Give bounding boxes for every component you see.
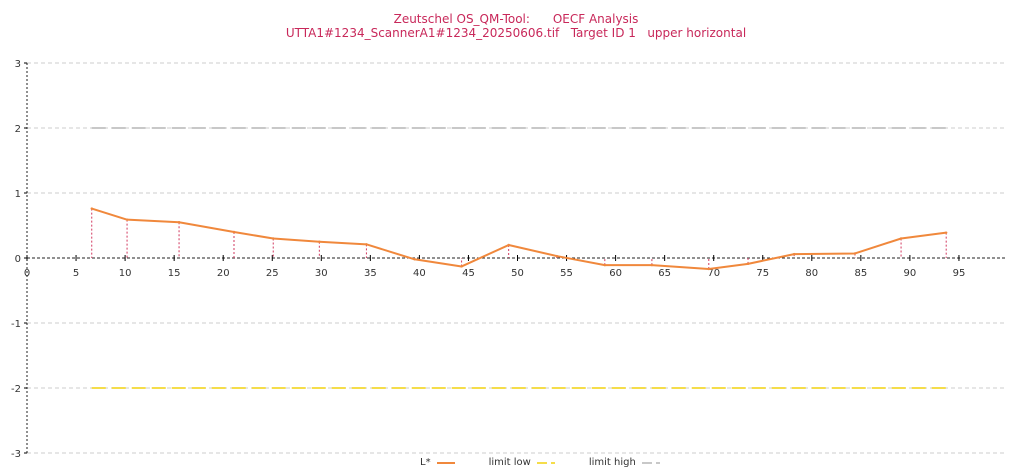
- legend-item-limit-high: limit high: [589, 457, 660, 468]
- x-tick-label-8: 40: [413, 268, 426, 279]
- legend-label-lstar: L*: [420, 457, 431, 468]
- data-point-7: [413, 258, 416, 261]
- chart-subtitle: UTTA1#1234_ScannerA1#1234_20250606.tif T…: [285, 26, 747, 40]
- y-tick-label-4: -1: [11, 319, 21, 330]
- series-line-lstar: [91, 207, 947, 271]
- x-tick-label-5: 25: [266, 268, 279, 279]
- data-point-3: [232, 230, 236, 234]
- legend-swatch-lstar: [436, 461, 455, 464]
- x-tick-label-4: 20: [217, 268, 230, 279]
- data-point-15: [792, 252, 796, 256]
- y-tick-label-6: -3: [11, 449, 21, 460]
- data-point-2: [177, 221, 181, 224]
- y-tick-label-0: 3: [15, 59, 21, 70]
- x-tick-label-1: 5: [73, 268, 79, 279]
- legend-label-limit-high: limit high: [588, 457, 636, 468]
- x-tick-label-11: 55: [560, 268, 573, 279]
- legend-swatch-limit-low: [536, 461, 555, 464]
- data-point-10: [555, 254, 558, 258]
- legend: L* limit low limit high: [420, 457, 694, 468]
- x-tick-label-14: 70: [707, 268, 720, 279]
- data-point-14: [746, 262, 750, 266]
- y-tick-label-5: -2: [11, 384, 21, 395]
- data-point-1: [125, 218, 129, 221]
- y-tick-label-3: 0: [15, 254, 21, 265]
- data-point-6: [365, 243, 368, 246]
- x-tick-label-13: 65: [658, 268, 671, 279]
- x-tick-label-3: 15: [168, 268, 181, 279]
- legend-swatch-limit-high: [641, 461, 660, 464]
- x-tick-label-17: 85: [854, 268, 867, 279]
- y-tick-label-1: 2: [15, 124, 21, 135]
- x-tick-label-7: 35: [364, 268, 377, 279]
- data-point-13: [707, 267, 710, 271]
- y-tick-label-2: 1: [15, 189, 21, 200]
- legend-item-lstar: L*: [420, 457, 455, 468]
- data-point-4: [272, 237, 275, 240]
- legend-label-limit-low: limit low: [488, 457, 531, 468]
- chart-title: Zeutschel OS_QM-Tool: OECF Analysis: [393, 12, 639, 26]
- data-point-11: [603, 263, 607, 267]
- x-tick-label-10: 50: [511, 268, 524, 279]
- legend-item-limit-low: limit low: [489, 457, 555, 468]
- x-tick-label-15: 75: [756, 268, 769, 279]
- data-point-16: [853, 252, 857, 255]
- x-tick-label-12: 60: [609, 268, 622, 279]
- data-point-18: [944, 231, 948, 234]
- data-point-8: [460, 265, 463, 268]
- x-tick-label-18: 90: [904, 268, 917, 279]
- x-tick-label-2: 10: [119, 268, 132, 279]
- data-point-0: [90, 207, 93, 210]
- data-point-12: [650, 263, 654, 267]
- data-point-17: [899, 237, 903, 240]
- data-point-9: [507, 243, 510, 247]
- x-tick-label-9: 45: [462, 268, 475, 279]
- data-point-5: [318, 240, 321, 243]
- x-tick-label-19: 95: [953, 268, 966, 279]
- x-tick-label-16: 80: [805, 268, 818, 279]
- x-tick-label-0: 0: [24, 268, 30, 279]
- x-tick-label-6: 30: [315, 268, 328, 279]
